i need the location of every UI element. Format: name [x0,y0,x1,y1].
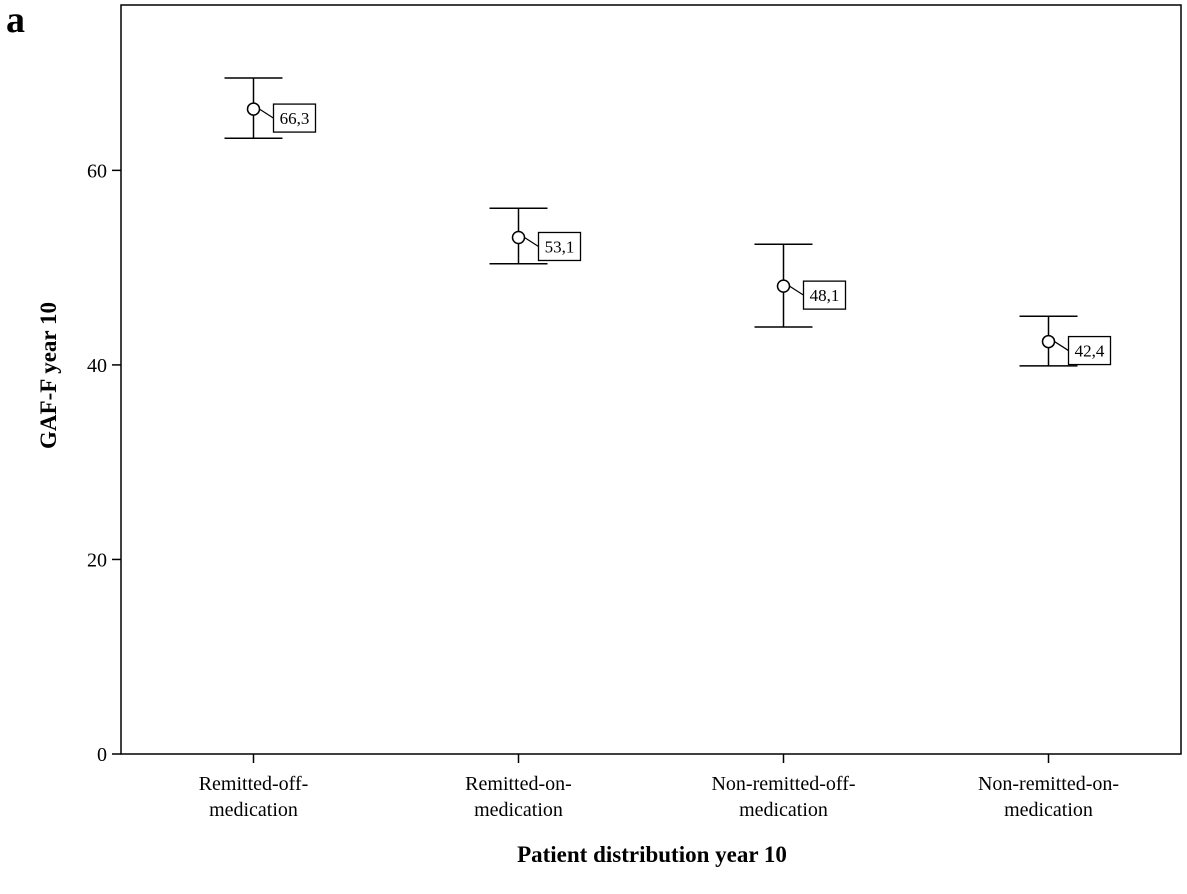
data-label: 53,1 [545,237,575,256]
data-label: 42,4 [1075,342,1105,361]
x-tick-label: Remitted-on- [465,773,572,795]
x-tick-label: Non-remitted-on- [978,773,1119,795]
mean-point [246,102,261,116]
data-label-leader [1054,341,1069,352]
panel-letter: a [6,0,25,41]
data-label-leader [524,236,539,247]
data-label-box [802,280,847,310]
y-tick-label: 20 [87,549,107,571]
data-label-leader [259,108,274,119]
mean-point [776,279,791,293]
data-label-box [1067,335,1112,366]
x-tick-label: medication [1004,799,1093,821]
x-tick-label: medication [209,799,298,821]
x-tick-label: medication [739,799,828,821]
data-label-box [272,103,317,133]
x-tick-label: medication [474,799,563,821]
data-label-leader [789,285,804,296]
plot-frame [120,4,1182,755]
data-label: 66,3 [280,109,310,128]
y-tick-label: 40 [87,355,107,377]
data-label-box [537,231,582,262]
x-axis-title: Patient distribution year 10 [517,842,787,867]
x-tick-label: Non-remitted-off- [711,773,855,795]
y-tick-label: 0 [97,744,107,766]
y-axis-title: GAF-F year 10 [36,302,61,449]
data-label: 48,1 [810,286,840,305]
mean-point [511,230,526,245]
x-tick-label: Remitted-off- [199,773,309,795]
mean-point [1041,334,1056,349]
y-tick-label: 60 [87,160,107,182]
